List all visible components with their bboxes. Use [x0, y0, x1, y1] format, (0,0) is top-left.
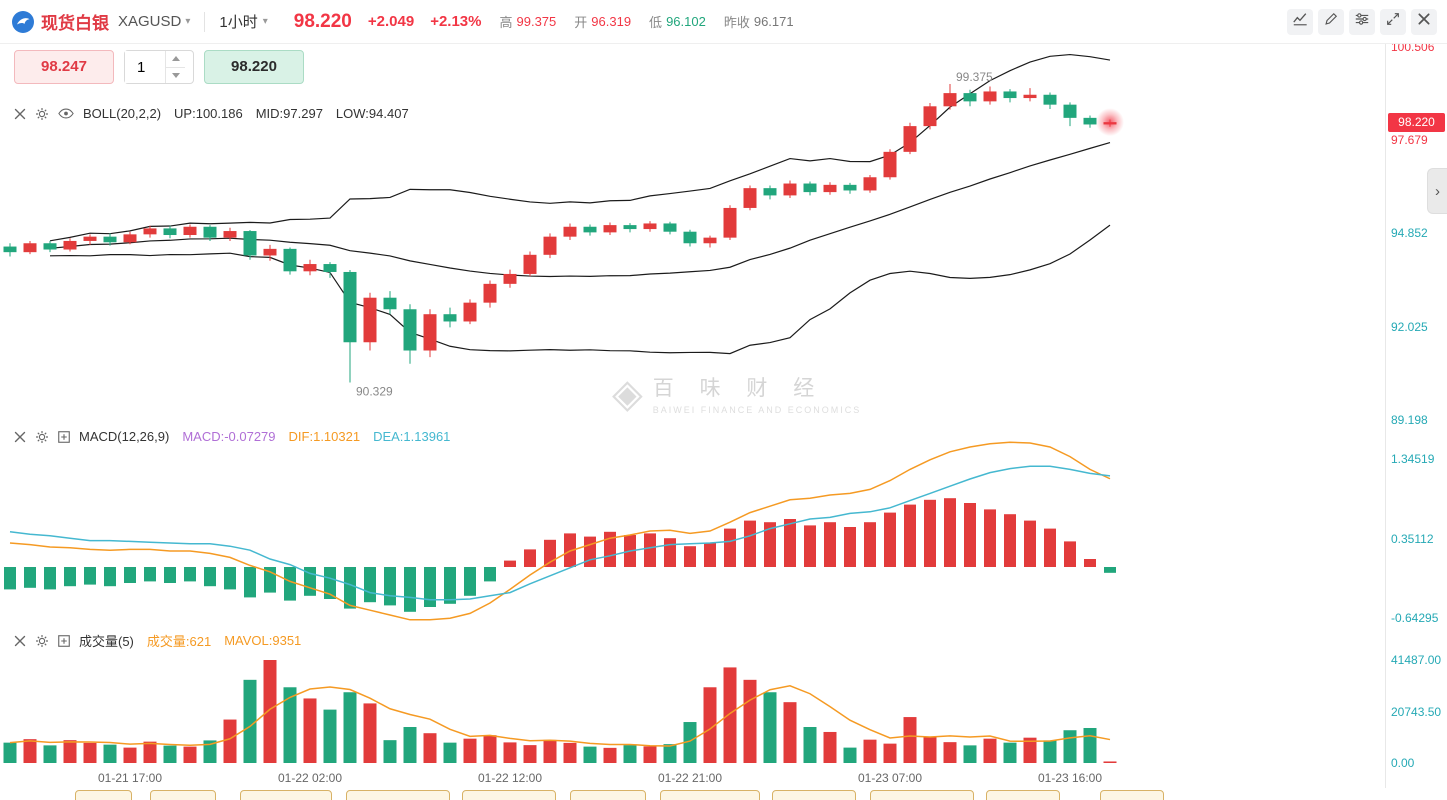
- high-label: 高: [499, 15, 513, 30]
- quick-action-button[interactable]: [772, 790, 856, 800]
- low-stat: 低 96.102: [649, 12, 706, 31]
- last-price: 98.220: [293, 10, 352, 32]
- quantity-stepper: [124, 50, 194, 84]
- visibility-eye-icon[interactable]: [58, 108, 74, 119]
- chevron-down-icon: ▾: [185, 16, 191, 27]
- boll-up-value: UP:100.186: [174, 106, 243, 121]
- expand-icon: [1385, 11, 1401, 32]
- high-value: 99.375: [516, 14, 557, 29]
- timeframe-select[interactable]: 1小时 ▾: [219, 11, 267, 32]
- divider: [204, 11, 206, 32]
- arrow-up-icon: [171, 56, 180, 62]
- high-stat: 高 99.375: [499, 12, 556, 31]
- chevron-down-icon: ▾: [262, 16, 268, 27]
- low-value: 96.102: [666, 14, 706, 29]
- macd-title: MACD(12,26,9): [79, 429, 170, 444]
- prev-close-label: 昨收: [723, 15, 750, 30]
- close-indicator-icon[interactable]: [14, 431, 26, 443]
- boll-title: BOLL(20,2,2): [83, 106, 162, 121]
- boll-mid-value: MID:97.297: [255, 106, 323, 121]
- prev-close-value: 96.171: [753, 14, 794, 29]
- boll-low-value: LOW:94.407: [335, 106, 409, 121]
- sell-price-button[interactable]: 98.247: [14, 50, 114, 84]
- sliders-icon: [1354, 11, 1370, 32]
- quick-action-button[interactable]: [462, 790, 556, 800]
- symbol-select[interactable]: XAGUSD ▾: [118, 13, 190, 30]
- price-change-pct: +2.13%: [430, 13, 482, 30]
- open-label: 开: [574, 15, 588, 30]
- symbol-label: XAGUSD: [118, 13, 182, 30]
- quick-action-button[interactable]: [986, 790, 1060, 800]
- price-change: +2.049: [367, 13, 415, 30]
- settings-gear-icon[interactable]: [35, 107, 49, 121]
- bottom-quick-bar: [0, 789, 1447, 800]
- quick-action-button[interactable]: [660, 790, 760, 800]
- svg-text:99.375: 99.375: [956, 70, 993, 84]
- mavol-value: MAVOL:9351: [224, 633, 302, 648]
- close-button[interactable]: [1411, 8, 1437, 35]
- settings-gear-icon[interactable]: [35, 430, 49, 444]
- quantity-input[interactable]: [125, 51, 165, 83]
- dif-value: DIF:1.10321: [288, 429, 361, 444]
- quantity-down-button[interactable]: [166, 66, 185, 84]
- line-chart-icon: [1292, 11, 1308, 32]
- quick-action-button[interactable]: [75, 790, 132, 800]
- open-value: 96.319: [591, 14, 632, 29]
- axis-separator: [1385, 44, 1386, 788]
- quantity-up-button[interactable]: [166, 51, 185, 67]
- fullscreen-button[interactable]: [1380, 8, 1406, 35]
- low-label: 低: [649, 15, 663, 30]
- stepper-buttons: [165, 51, 185, 83]
- expand-pane-icon[interactable]: [58, 430, 70, 443]
- header-toolbar: [1287, 8, 1437, 35]
- close-indicator-icon[interactable]: [14, 635, 26, 647]
- current-price-badge: 98.220: [1388, 112, 1445, 132]
- quick-action-button[interactable]: [346, 790, 450, 800]
- quick-action-button[interactable]: [240, 790, 332, 800]
- app-logo-icon: [12, 10, 34, 33]
- volume-legend: 成交量(5) 成交量:621 MAVOL:9351: [14, 631, 305, 650]
- panel-expand-handle[interactable]: ›: [1427, 168, 1447, 214]
- timeframe-label: 1小时: [219, 14, 258, 31]
- prev-close-stat: 昨收 96.171: [724, 12, 794, 31]
- volume-value: 成交量:621: [146, 634, 212, 649]
- volume-title: 成交量(5): [79, 634, 134, 649]
- chevron-right-icon: ›: [1435, 182, 1440, 200]
- quick-action-button[interactable]: [570, 790, 646, 800]
- macd-legend: MACD(12,26,9) MACD:-0.07279 DIF:1.10321 …: [14, 429, 454, 444]
- close-indicator-icon[interactable]: [14, 108, 26, 120]
- indicators-button[interactable]: [1349, 8, 1375, 35]
- quick-action-button[interactable]: [1100, 790, 1164, 800]
- pencil-icon: [1323, 11, 1339, 32]
- chart-type-button[interactable]: [1287, 8, 1313, 35]
- quick-action-button[interactable]: [870, 790, 974, 800]
- dea-value: DEA:1.13961: [373, 429, 451, 444]
- open-stat: 开 96.319: [574, 12, 631, 31]
- svg-text:90.329: 90.329: [356, 385, 393, 399]
- draw-tools-button[interactable]: [1318, 8, 1344, 35]
- header-bar: 现货白银 XAGUSD ▾ 1小时 ▾ 98.220 +2.049 +2.13%…: [0, 0, 1447, 44]
- settings-gear-icon[interactable]: [35, 634, 49, 648]
- instrument-name: 现货白银: [41, 14, 109, 33]
- close-icon: [1417, 12, 1431, 31]
- boll-legend: BOLL(20,2,2) UP:100.186 MID:97.297 LOW:9…: [14, 106, 413, 121]
- expand-pane-icon[interactable]: [58, 634, 70, 647]
- quick-action-button[interactable]: [150, 790, 216, 800]
- arrow-down-icon: [171, 72, 180, 78]
- trade-panel: 98.247 98.220: [14, 50, 304, 84]
- buy-price-button[interactable]: 98.220: [204, 50, 304, 84]
- macd-value: MACD:-0.07279: [182, 429, 276, 444]
